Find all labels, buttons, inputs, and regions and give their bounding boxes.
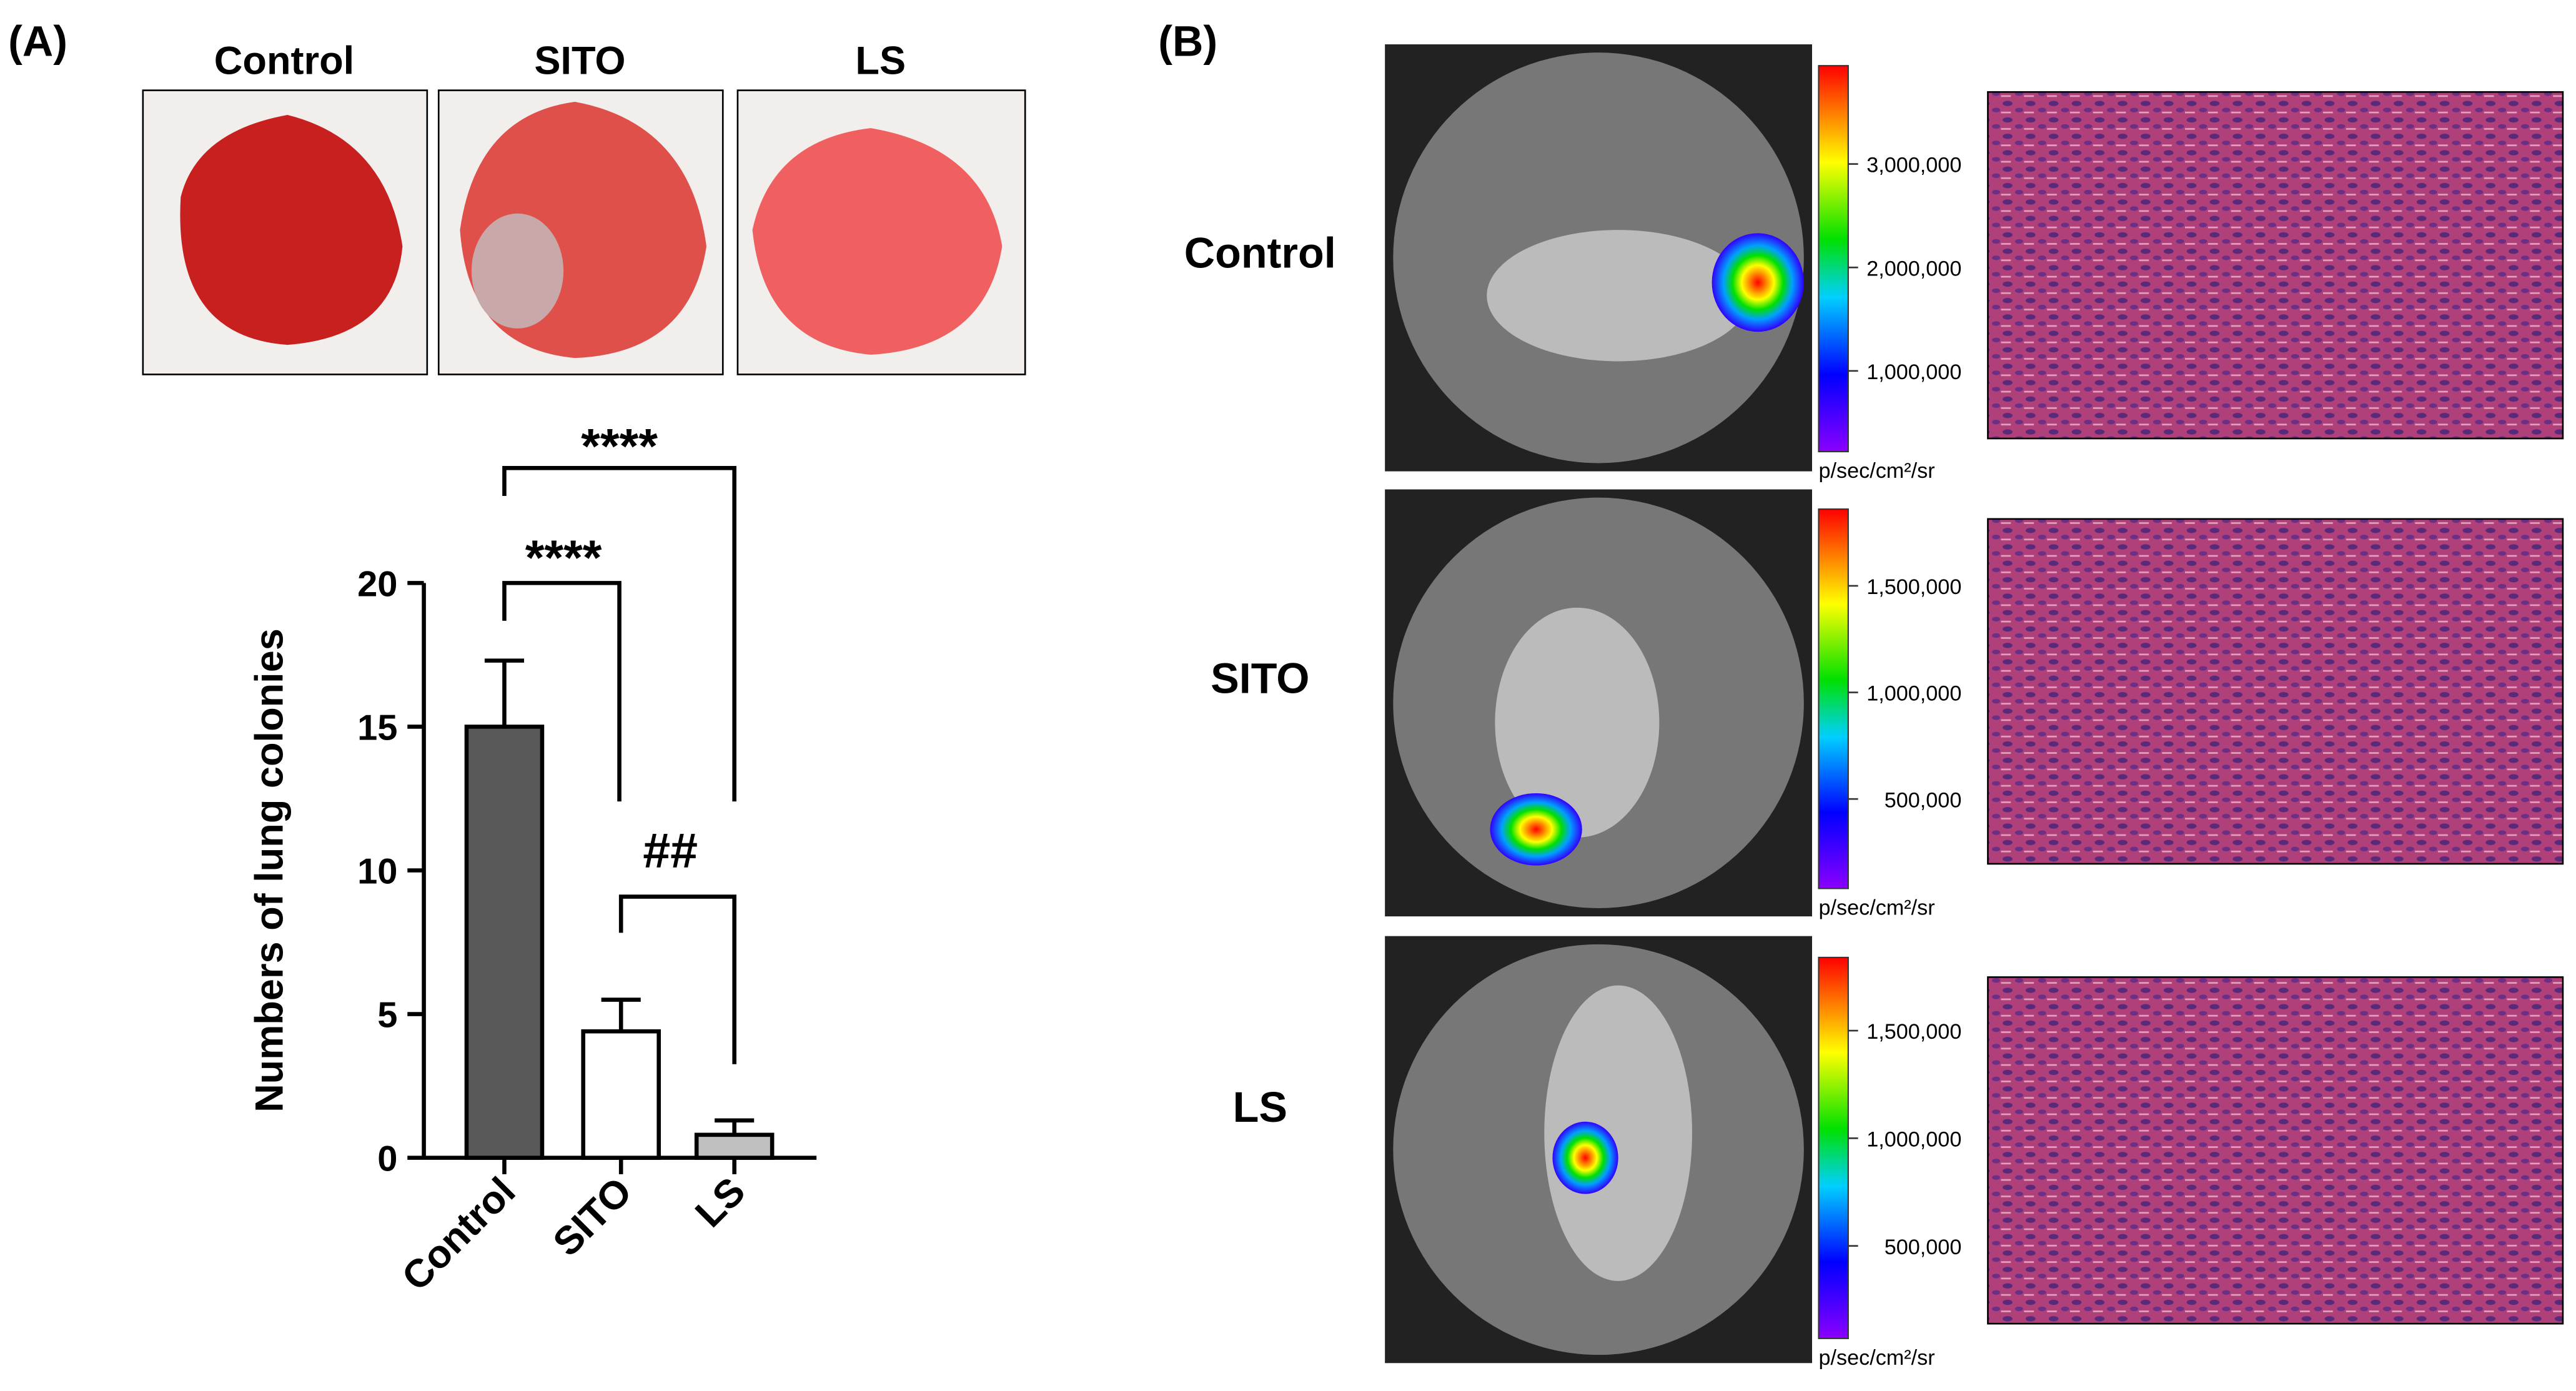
- tissue: [1487, 230, 1750, 362]
- x-tick-label: SITO: [545, 1169, 640, 1265]
- histology: [1987, 91, 2564, 440]
- colorbar: [1818, 956, 1849, 1339]
- row-label: LS: [1233, 1084, 1287, 1131]
- bar: [694, 1132, 775, 1160]
- colorbar-tick-label: 500,000: [1885, 788, 1962, 812]
- colorbar-tick-label: 1,000,000: [1866, 1128, 1961, 1152]
- bar: [464, 725, 545, 1160]
- lung-photos: [142, 89, 1026, 375]
- row-label: Control: [1184, 230, 1336, 277]
- colorbar-tick-label: 3,000,000: [1866, 154, 1961, 177]
- colorbar: [1818, 508, 1849, 889]
- x-tick-label: Control: [394, 1169, 523, 1299]
- y-tick-label: 20: [357, 564, 397, 604]
- colorbar-tick-label: 1,500,000: [1866, 1020, 1961, 1044]
- colorbar-tick-label: 1,000,000: [1866, 682, 1961, 706]
- colorbar-tick-label: 500,000: [1885, 1235, 1962, 1259]
- photo-label: LS: [855, 39, 906, 82]
- y-tick-label: 0: [377, 1139, 397, 1179]
- significance-label: ##: [643, 823, 698, 878]
- panel-b-images: [1385, 44, 2564, 1364]
- tissue: [1544, 985, 1693, 1281]
- colorbar-tick-label: 1,000,000: [1866, 360, 1961, 384]
- y-tick-label: 10: [357, 852, 397, 892]
- colorbar-tick-label: 2,000,000: [1866, 257, 1961, 280]
- panel-label: (B): [1158, 17, 1217, 65]
- histology: [1987, 976, 2564, 1325]
- colorbar: [1818, 65, 1849, 453]
- histology: [1987, 518, 2564, 865]
- significance-bracket: [502, 581, 622, 802]
- colorbar-unit: p/sec/cm²/sr: [1819, 1346, 1935, 1370]
- tumor: [471, 213, 564, 329]
- colorbar-unit: p/sec/cm²/sr: [1819, 459, 1935, 483]
- bar: [581, 1029, 661, 1160]
- significance-bracket: [502, 466, 736, 802]
- significance-label: ****: [525, 530, 602, 585]
- photo-label: Control: [214, 39, 354, 82]
- significance-bracket: [618, 894, 736, 1064]
- colorbar-unit: p/sec/cm²/sr: [1819, 896, 1935, 920]
- significance-label: ****: [581, 418, 658, 473]
- colorbar-tick-label: 1,500,000: [1866, 575, 1961, 599]
- y-tick-label: 5: [377, 996, 397, 1036]
- tissue: [1495, 607, 1660, 838]
- signal: [1712, 233, 1804, 332]
- panel-label: (A): [8, 17, 67, 65]
- photo-label: SITO: [534, 39, 625, 82]
- lung: [752, 128, 1003, 355]
- row-label: SITO: [1211, 655, 1309, 703]
- signal: [1490, 793, 1582, 866]
- signal: [1552, 1121, 1618, 1194]
- y-axis-label: Numbers of lung colonies: [247, 628, 291, 1112]
- lung: [180, 115, 403, 345]
- x-tick-label: LS: [687, 1169, 754, 1236]
- y-tick-label: 15: [357, 708, 397, 748]
